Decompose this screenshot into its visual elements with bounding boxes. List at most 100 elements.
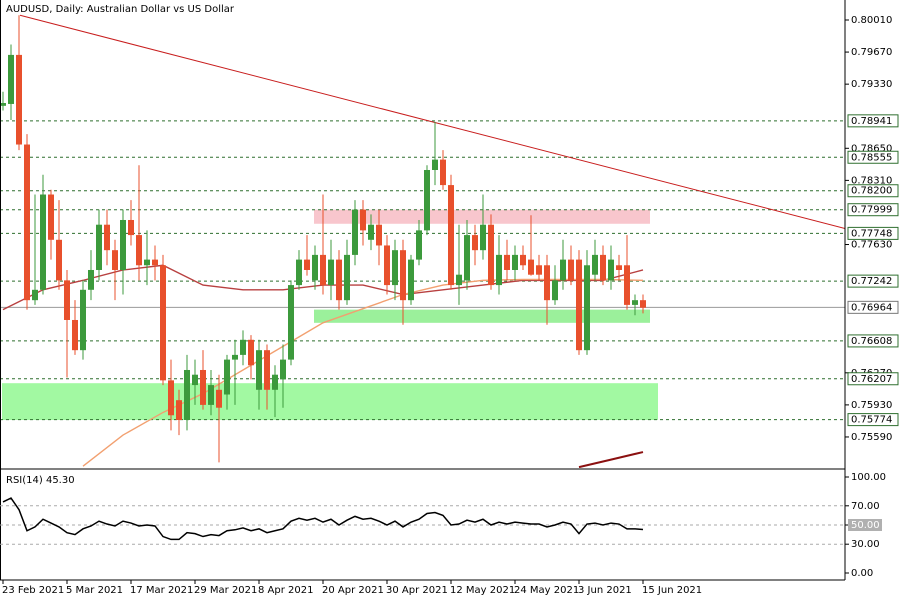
candle-body <box>160 265 166 381</box>
candle-body <box>208 385 214 405</box>
candle-body <box>640 300 646 308</box>
candle-body <box>448 185 454 286</box>
price-pane <box>0 14 845 468</box>
candle-body <box>408 259 414 301</box>
rsi-tick-label: 0.00 <box>851 568 873 579</box>
moving-average <box>578 451 644 468</box>
candle-body <box>352 209 358 255</box>
candle-body <box>120 219 126 270</box>
candle-body <box>456 274 462 286</box>
level-label: 0.76207 <box>851 374 892 385</box>
candle-body <box>624 265 630 305</box>
y-tick-label: 0.77630 <box>851 240 892 251</box>
level-label: 0.78555 <box>851 152 892 163</box>
zone <box>2 383 658 420</box>
candle-body <box>312 254 318 281</box>
x-tick-label: 24 May 2021 <box>514 585 579 596</box>
candle-body <box>304 259 310 270</box>
candle-body <box>560 259 566 281</box>
candle-body <box>616 265 622 270</box>
level-badge <box>847 114 899 128</box>
candle-body <box>56 239 62 281</box>
candle-body <box>184 369 190 420</box>
rsi-tick-label: 70.00 <box>851 501 880 512</box>
y-tick-label: 0.78310 <box>851 175 892 186</box>
candle-body <box>600 254 606 281</box>
candle-body <box>240 339 246 355</box>
candle-body <box>288 285 294 360</box>
candle-body <box>320 254 326 286</box>
candle-body <box>504 254 510 270</box>
candle-body <box>216 389 222 408</box>
candle-body <box>152 259 158 266</box>
candle-body <box>464 235 470 281</box>
candle-body <box>48 194 54 240</box>
x-tick-label: 20 Apr 2021 <box>322 585 384 596</box>
candle-body <box>336 259 342 301</box>
rsi-badge <box>848 519 882 531</box>
y-tick-label: 0.75590 <box>851 432 892 443</box>
candle-body <box>424 169 430 231</box>
candle-body <box>80 289 86 351</box>
candle-body <box>528 259 534 275</box>
zone <box>314 309 650 323</box>
candle-body <box>248 339 254 366</box>
candle-body <box>512 254 518 270</box>
candle-body <box>496 254 502 286</box>
candle-body <box>384 245 390 286</box>
trendline <box>19 14 845 229</box>
level-label: 0.77748 <box>851 228 892 239</box>
level-label: 0.78200 <box>851 186 892 197</box>
candle-body <box>0 103 6 106</box>
x-tick-label: 8 Apr 2021 <box>258 585 313 596</box>
level-badge <box>847 413 899 427</box>
candle-body <box>64 280 70 320</box>
level-badge <box>847 184 899 198</box>
candle-body <box>128 219 134 236</box>
x-tick-label: 12 May 2021 <box>450 585 515 596</box>
candle-body <box>632 300 638 305</box>
x-tick-label: 30 Apr 2021 <box>386 585 448 596</box>
level-label: 0.77242 <box>851 276 892 287</box>
x-tick-label: 5 Mar 2021 <box>66 585 123 596</box>
candle-body <box>200 369 206 405</box>
x-tick-label: 29 Mar 2021 <box>194 585 257 596</box>
candle-body <box>176 400 182 420</box>
candle-body <box>232 354 238 360</box>
candle-body <box>264 350 270 390</box>
x-tick-label: 15 Jun 2021 <box>642 585 702 596</box>
level-label: 0.78941 <box>851 116 892 127</box>
candle-body <box>112 250 118 270</box>
candle-body <box>376 224 382 246</box>
candle-body <box>32 289 38 301</box>
level-label: 0.77999 <box>851 205 892 216</box>
x-tick-label: 3 Jun 2021 <box>578 585 632 596</box>
candle-body <box>144 259 150 266</box>
candle-body <box>96 224 102 270</box>
candle-body <box>24 144 30 301</box>
level-badge <box>847 226 899 240</box>
level-label: 0.75774 <box>851 415 892 426</box>
rsi-badge-label: 50.00 <box>851 520 880 531</box>
x-tick-label: 23 Feb 2021 <box>2 585 64 596</box>
candle-body <box>440 159 446 186</box>
candle-body <box>40 194 46 290</box>
level-badge <box>847 334 899 348</box>
candle-body <box>608 259 614 281</box>
candle-body <box>480 224 486 251</box>
candle-body <box>472 235 478 251</box>
candle-body <box>272 374 278 390</box>
y-tick-label: 0.79670 <box>851 47 892 58</box>
y-tick-label: 0.79330 <box>851 79 892 90</box>
chart-title: AUDUSD, Daily: Australian Dollar vs US D… <box>6 4 235 15</box>
zone <box>314 209 650 224</box>
candle-body <box>88 269 94 290</box>
candle-body <box>392 250 398 286</box>
candle-body <box>280 359 286 380</box>
candle-body <box>136 235 142 266</box>
candle-body <box>520 254 526 266</box>
candle-body <box>8 54 14 104</box>
candle-body <box>72 319 78 351</box>
